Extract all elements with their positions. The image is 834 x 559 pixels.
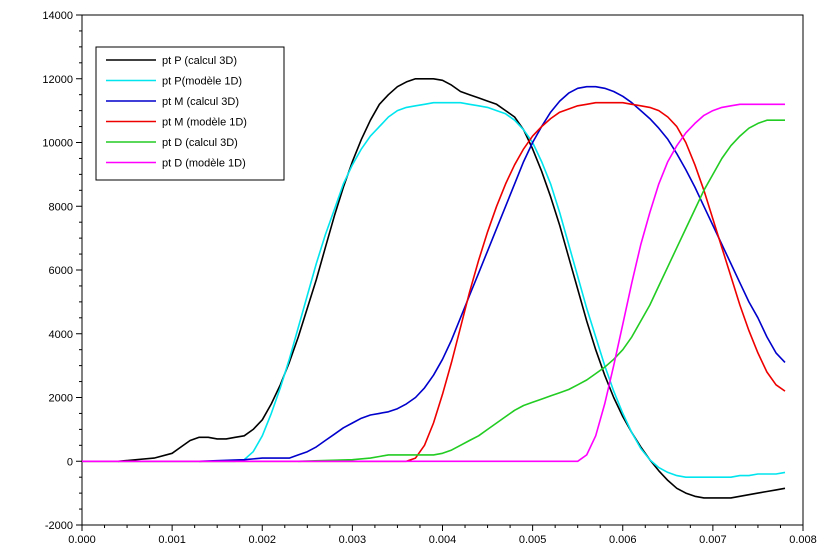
legend-label: pt M (modèle 1D) — [162, 117, 247, 129]
x-tick-label: 0.005 — [519, 534, 547, 546]
x-tick-label: 0.003 — [339, 534, 367, 546]
series-line-3 — [199, 85, 786, 463]
x-tick-label: 0.007 — [699, 534, 727, 546]
y-tick-label: 14000 — [42, 10, 73, 22]
y-tick-label: 10000 — [42, 138, 73, 150]
y-tick-label: 12000 — [42, 74, 73, 86]
legend-label: pt D (calcul 3D) — [162, 137, 238, 149]
legend-label: pt P (calcul 3D) — [162, 55, 237, 67]
x-tick-label: 0.000 — [68, 534, 96, 546]
legend-box — [95, 46, 285, 181]
x-tick-label: 0.004 — [429, 534, 457, 546]
y-tick-label: 4000 — [49, 329, 73, 341]
y-tick-label: 8000 — [49, 201, 73, 213]
x-tick-label: 0.002 — [248, 534, 276, 546]
legend: pt P (calcul 3D) pt P(modèle 1D) pt M (cal… — [95, 46, 285, 181]
series-line-6 — [82, 103, 785, 463]
series-line-4 — [82, 101, 786, 463]
legend-label: pt M (calcul 3D) — [162, 96, 239, 108]
series-layer — [82, 78, 786, 499]
y-tick-label: 0 — [67, 456, 73, 468]
x-tick-label: 0.008 — [789, 534, 817, 546]
y-tick-label: 2000 — [49, 393, 73, 405]
series-line-1 — [118, 78, 786, 499]
series-line-5 — [298, 119, 785, 463]
y-tick-label: 6000 — [49, 265, 73, 277]
y-tick-label: -2000 — [45, 520, 73, 532]
axes: 0.000 0.001 0.002 0.003 0.004 0.005 0.006 0.007… — [42, 10, 816, 546]
x-tick-label: 0.006 — [609, 534, 637, 546]
legend-label: pt P(modèle 1D) — [162, 76, 242, 88]
legend-label: pt D (modèle 1D) — [162, 158, 246, 170]
x-tick-label: 0.001 — [158, 534, 186, 546]
series-line-2 — [82, 101, 786, 479]
